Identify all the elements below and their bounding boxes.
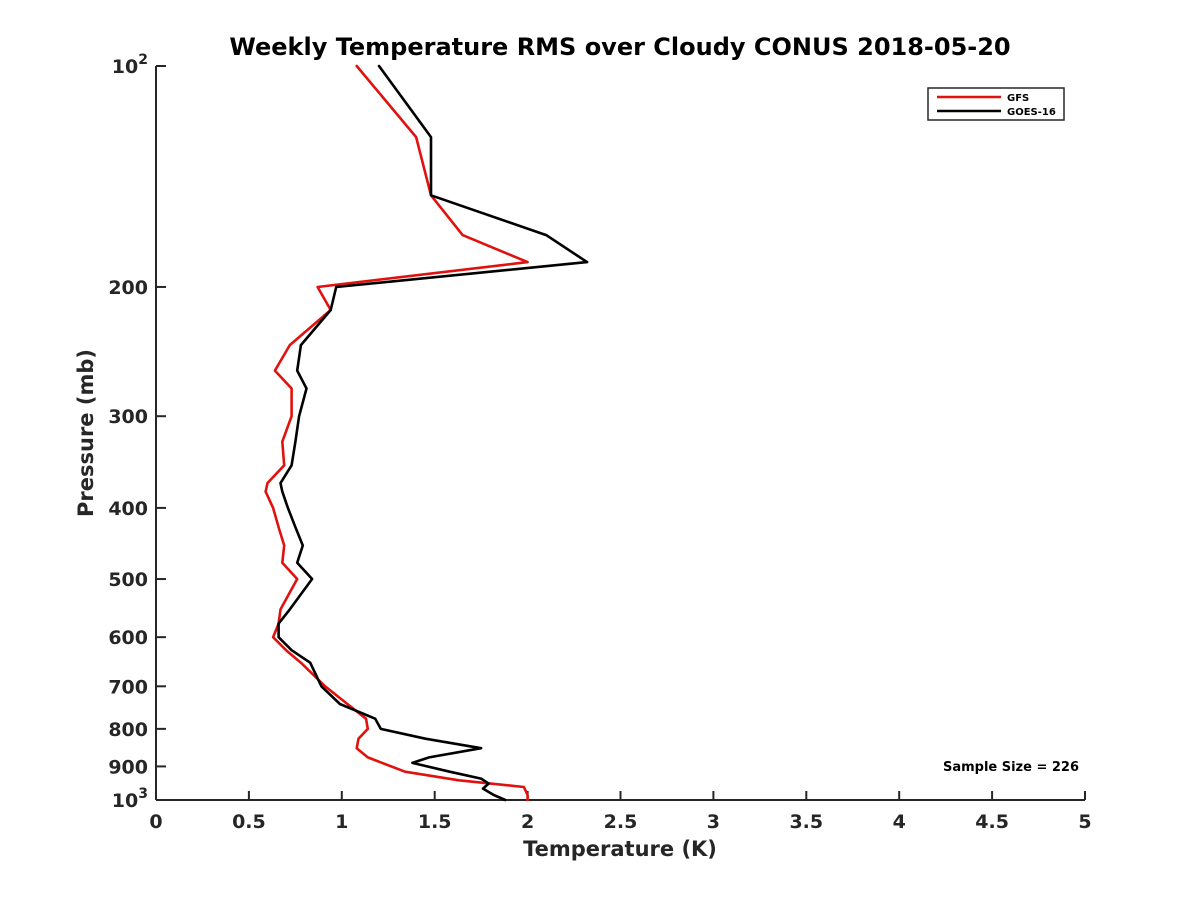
legend-box xyxy=(927,87,1065,121)
x-tick-label: 1 xyxy=(335,811,348,833)
x-tick-label: 3 xyxy=(707,811,720,833)
y-tick-label: 700 xyxy=(108,676,148,698)
y-tick-label: 400 xyxy=(108,498,148,520)
chart-title: Weekly Temperature RMS over Cloudy CONUS… xyxy=(229,33,1010,61)
y-tick-label: 200 xyxy=(108,277,148,299)
y-tick-label: 300 xyxy=(108,406,148,428)
y-tick-label: 103 xyxy=(112,786,148,812)
x-ticks: 0 0.5 1 1.5 2 2.5 3 3.5 4 4.5 5 xyxy=(149,791,1092,833)
x-tick-label: 3.5 xyxy=(789,811,823,833)
x-tick-label: 4.5 xyxy=(975,811,1009,833)
x-tick-label: 2 xyxy=(521,811,534,833)
series-lines xyxy=(264,64,589,802)
x-axis-label: Temperature (K) xyxy=(523,837,717,861)
series-line-goes-16 xyxy=(277,64,589,802)
legend: GFS GOES-16 xyxy=(927,87,1065,121)
x-tick-label: 2.5 xyxy=(604,811,638,833)
y-tick-label-base: 10 xyxy=(112,790,138,812)
x-tick-label: 0 xyxy=(149,811,162,833)
y-tick-label: 102 xyxy=(112,52,148,78)
x-tick-label: 4 xyxy=(893,811,906,833)
series-line-gfs xyxy=(264,64,529,802)
y-tick-label: 600 xyxy=(108,627,148,649)
y-tick-label-exponent: 3 xyxy=(138,786,148,802)
legend-label: GFS xyxy=(1007,93,1029,104)
y-tick-label: 900 xyxy=(108,756,148,778)
y-tick-label: 500 xyxy=(108,569,148,591)
x-tick-label: 0.5 xyxy=(232,811,266,833)
y-tick-label: 800 xyxy=(108,719,148,741)
x-tick-label: 1.5 xyxy=(418,811,452,833)
y-axis-label: Pressure (mb) xyxy=(74,349,98,517)
y-tick-label-base: 10 xyxy=(112,56,138,78)
legend-label: GOES-16 xyxy=(1007,107,1056,118)
x-tick-label: 5 xyxy=(1078,811,1091,833)
y-tick-label-exponent: 2 xyxy=(138,52,148,68)
sample-size-annotation: Sample Size = 226 xyxy=(943,760,1079,775)
